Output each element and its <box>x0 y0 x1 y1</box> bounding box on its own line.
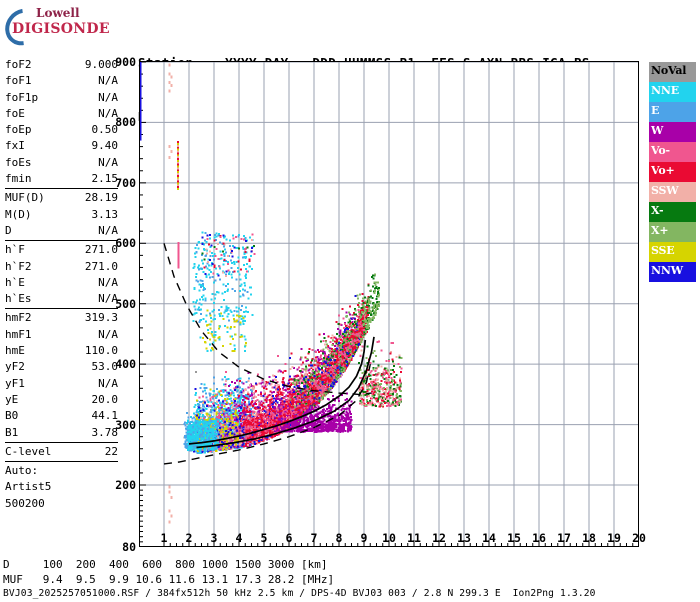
legend-item-x[interactable]: X+ <box>649 222 696 242</box>
lowell-digisonde-logo: Lowell DIGISONDE <box>6 6 118 42</box>
x-tick-label-6: 6 <box>277 531 301 545</box>
x-tick-label-17: 17 <box>552 531 576 545</box>
param-key: hmE <box>5 343 25 359</box>
param-key: foEp <box>5 122 32 138</box>
x-tick-label-10: 10 <box>377 531 401 545</box>
param-key: h`F <box>5 242 25 258</box>
legend-item-noval[interactable]: NoVal <box>649 62 696 82</box>
y-tick-label-500: 500 <box>115 297 136 311</box>
legend-item-w[interactable]: W <box>649 122 696 142</box>
y-tick-label-900: 900 <box>115 55 136 69</box>
param-key: h`F2 <box>5 259 32 275</box>
x-tick-label-15: 15 <box>502 531 526 545</box>
y-tick-label-800: 800 <box>115 115 136 129</box>
x-tick-label-18: 18 <box>577 531 601 545</box>
legend-item-ssw[interactable]: SSW <box>649 182 696 202</box>
legend-item-x[interactable]: X- <box>649 202 696 222</box>
footer-info: D 100 200 400 600 800 1000 1500 3000 [km… <box>3 558 700 602</box>
param-key: yE <box>5 392 18 408</box>
x-tick-label-20: 20 <box>627 531 651 545</box>
param-key: fmin <box>5 171 32 187</box>
y-axis-labels: 200 300 400 500 600 700 800 900 80 <box>100 52 136 562</box>
param-key: D <box>5 223 12 239</box>
left-edge-artifacts <box>169 64 180 524</box>
param-key: h`E <box>5 275 25 291</box>
legend-item-label: W <box>651 124 663 137</box>
param-key: yF1 <box>5 376 25 392</box>
legend-item-label: NoVal <box>651 64 686 77</box>
legend-item-label: NNW <box>651 264 683 277</box>
param-key: B1 <box>5 425 18 441</box>
logo-lowell-text: Lowell <box>36 6 80 20</box>
x-tick-label-13: 13 <box>452 531 476 545</box>
param-key: foF2 <box>5 57 32 73</box>
param-key: foEs <box>5 155 32 171</box>
legend-item-label: SSE <box>651 244 674 257</box>
x-tick-label-1: 1 <box>152 531 176 545</box>
footer-file-row: BVJ03_2025257051000.RSF / 384fx512h 50 k… <box>3 587 700 602</box>
legend-item-e[interactable]: E <box>649 102 696 122</box>
y-tick-label-80: 80 <box>122 540 136 554</box>
legend-item-vo[interactable]: Vo- <box>649 142 696 162</box>
x-tick-label-11: 11 <box>402 531 426 545</box>
legend-item-vo[interactable]: Vo+ <box>649 162 696 182</box>
y-tick-label-600: 600 <box>115 236 136 250</box>
legend-item-sse[interactable]: SSE <box>649 242 696 262</box>
y-tick-label-200: 200 <box>115 478 136 492</box>
x-tick-label-14: 14 <box>477 531 501 545</box>
param-key: MUF(D) <box>5 190 45 206</box>
y-tick-label-700: 700 <box>115 176 136 190</box>
param-key: hmF1 <box>5 327 32 343</box>
x-tick-label-5: 5 <box>252 531 276 545</box>
legend-item-label: X- <box>651 204 663 217</box>
legend-item-label: Vo+ <box>651 164 674 177</box>
param-key: foF1 <box>5 73 32 89</box>
y-tick-label-300: 300 <box>115 418 136 432</box>
x-tick-label-12: 12 <box>427 531 451 545</box>
y-tick-label-400: 400 <box>115 357 136 371</box>
param-key: yF2 <box>5 359 25 375</box>
legend-item-label: NNE <box>651 84 679 97</box>
ionogram-plot[interactable] <box>139 61 639 547</box>
param-key: h`Es <box>5 291 32 307</box>
legend-item-label: Vo- <box>651 144 670 157</box>
param-key: B0 <box>5 408 18 424</box>
x-tick-label-8: 8 <box>327 531 351 545</box>
legend-item-label: E <box>651 104 659 117</box>
param-key: fxI <box>5 138 25 154</box>
x-tick-label-4: 4 <box>227 531 251 545</box>
legend-item-label: X+ <box>651 224 668 237</box>
legend-item-label: SSW <box>651 184 678 197</box>
x-tick-label-16: 16 <box>527 531 551 545</box>
legend-item-nne[interactable]: NNE <box>649 82 696 102</box>
legend-item-nnw[interactable]: NNW <box>649 262 696 282</box>
param-key: M(D) <box>5 207 32 223</box>
x-tick-label-3: 3 <box>202 531 226 545</box>
x-tick-label-7: 7 <box>302 531 326 545</box>
x-tick-label-9: 9 <box>352 531 376 545</box>
x-tick-label-19: 19 <box>602 531 626 545</box>
param-key: foE <box>5 106 25 122</box>
footer-muf-row: MUF 9.4 9.5 9.9 10.6 11.6 13.1 17.3 28.2… <box>3 573 700 588</box>
param-key: foF1p <box>5 90 38 106</box>
param-key: C-level <box>5 444 51 460</box>
logo-digisonde-text: DIGISONDE <box>12 21 110 37</box>
param-key: hmF2 <box>5 310 32 326</box>
x-tick-label-2: 2 <box>177 531 201 545</box>
footer-distance-row: D 100 200 400 600 800 1000 1500 3000 [km… <box>3 558 700 573</box>
